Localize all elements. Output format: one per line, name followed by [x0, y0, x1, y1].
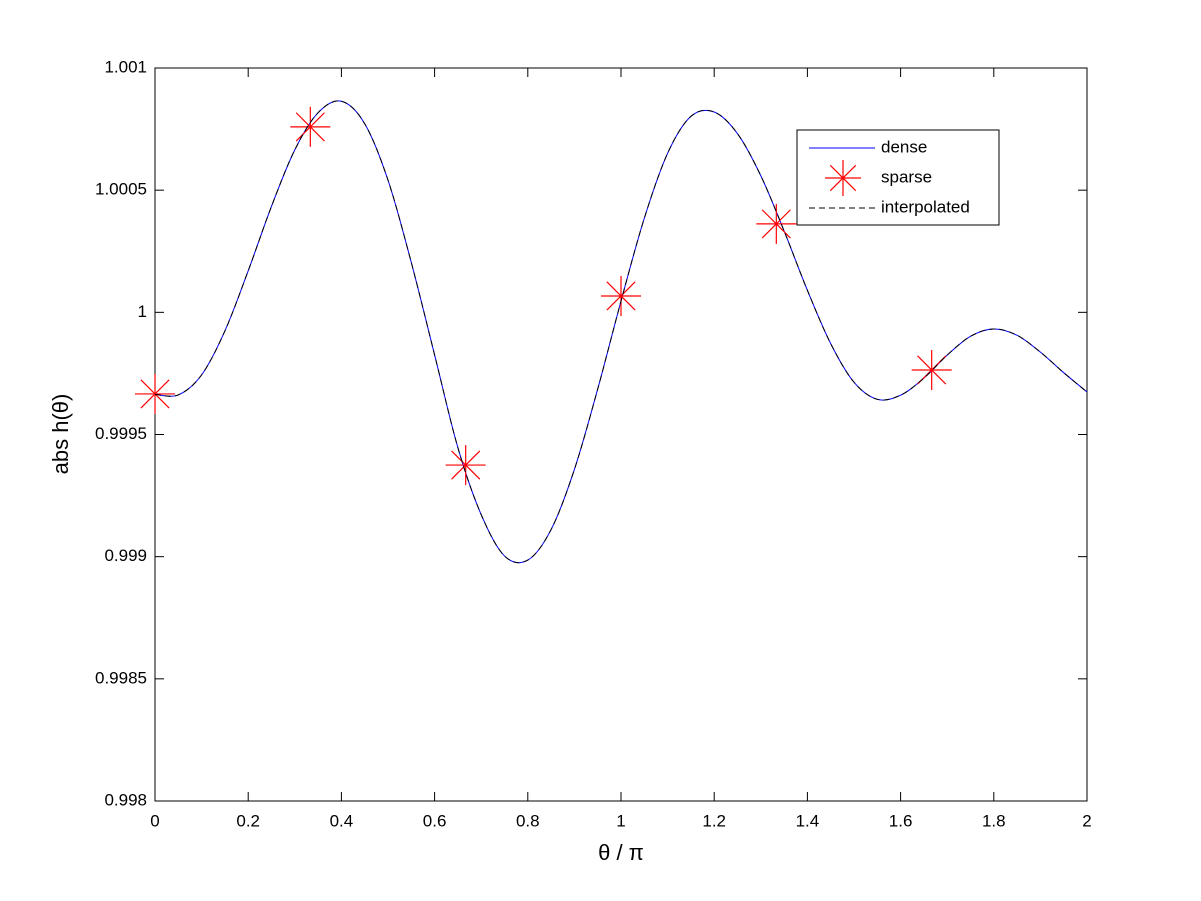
y-tick-label: 0.9985 — [95, 668, 147, 687]
legend-label: sparse — [881, 167, 932, 186]
line-interpolated — [154, 100, 1088, 564]
marker — [756, 203, 797, 244]
marker-stroke — [761, 209, 791, 239]
x-tick-label: 0.6 — [423, 811, 447, 830]
x-tick-label: 2 — [1082, 811, 1091, 830]
marker-stroke — [451, 450, 481, 480]
x-tick-label: 0 — [150, 811, 159, 830]
marker — [290, 106, 331, 147]
x-tick-label: 1.8 — [982, 811, 1006, 830]
x-tick-label: 0.8 — [516, 811, 540, 830]
y-axis-label: abs h(θ) — [48, 394, 73, 475]
x-tick-label: 1 — [616, 811, 625, 830]
y-tick-label: 0.998 — [104, 790, 147, 809]
marker-stroke — [606, 281, 636, 311]
legend-marker-stroke — [829, 164, 857, 192]
x-tick-label: 1.6 — [889, 811, 913, 830]
y-tick-label: 1.001 — [104, 57, 147, 76]
legend-label: interpolated — [881, 197, 970, 216]
marker — [445, 445, 486, 486]
x-axis-label: θ / π — [598, 840, 644, 865]
y-tick-label: 0.9995 — [95, 424, 147, 443]
y-tick-label: 1 — [138, 302, 147, 321]
y-tick-label: 1.0005 — [95, 180, 147, 199]
y-tick-label: 0.999 — [104, 546, 147, 565]
legend-label: dense — [881, 137, 927, 156]
x-tick-label: 1.4 — [796, 811, 820, 830]
x-tick-label: 0.4 — [330, 811, 354, 830]
marker — [911, 349, 952, 390]
marker-stroke — [140, 379, 170, 409]
x-tick-label: 0.2 — [236, 811, 260, 830]
marker — [135, 373, 175, 414]
legend-marker — [825, 160, 861, 196]
marker — [601, 275, 641, 316]
x-tick-label: 1.2 — [702, 811, 726, 830]
marker-stroke — [295, 112, 325, 142]
